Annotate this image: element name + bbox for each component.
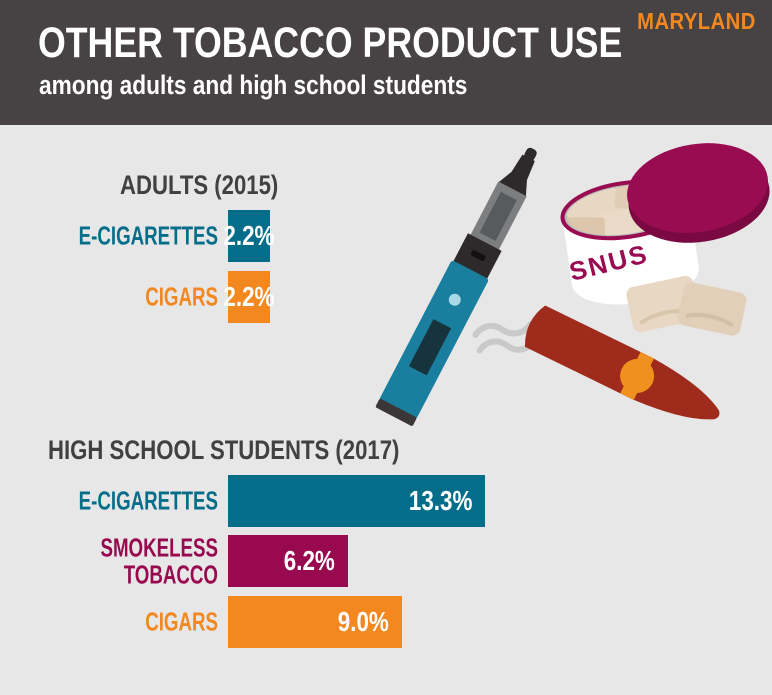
bar-adults-cigars: 2.2% (223, 271, 275, 323)
page-title: OTHER TOBACCO PRODUCT USE (38, 19, 623, 67)
e-cigarette-icon (375, 147, 537, 426)
bar-value: 6.2% (283, 545, 335, 576)
bar-value: 2.2% (223, 220, 275, 251)
bar-row-adults-ecigarettes: E-CIGARETTES 2.2% (0, 210, 772, 262)
vape-display-icon (408, 319, 452, 376)
bar-hs-ecigarettes: 13.3% (228, 475, 485, 527)
header: MARYLAND OTHER TOBACCO PRODUCT USE among… (0, 0, 772, 125)
bar-label-ecigarettes: E-CIGARETTES (78, 220, 218, 251)
snus-lid-icon (627, 143, 770, 243)
bar-value: 2.2% (223, 281, 275, 312)
cigar-icon (525, 305, 720, 420)
bar-row-hs-ecigarettes: E-CIGARETTES 13.3% (0, 475, 772, 527)
bar-row-hs-smokeless: SMOKELESS TOBACCO 6.2% (0, 532, 772, 589)
adults-chart-title: ADULTS (2015) (120, 170, 279, 200)
page-subtitle: among adults and high school students (39, 70, 468, 100)
bar-hs-cigars: 9.0% (228, 596, 402, 648)
high-school-chart-title: HIGH SCHOOL STUDENTS (2017) (48, 435, 400, 465)
bar-label-ecigarettes: E-CIGARETTES (78, 485, 218, 516)
vape-button-icon (448, 293, 461, 306)
bar-hs-smokeless-tobacco: 6.2% (228, 535, 348, 587)
bar-row-adults-cigars: CIGARS 2.2% (0, 271, 772, 323)
bar-label-smokeless-tobacco: SMOKELESS TOBACCO (100, 532, 218, 589)
bar-row-hs-cigars: CIGARS 9.0% (0, 596, 772, 648)
bar-label-cigars: CIGARS (145, 606, 218, 637)
bar-value: 13.3% (408, 485, 472, 516)
tobacco-products-illustration: SNUS (375, 143, 770, 426)
bar-value: 9.0% (337, 606, 389, 637)
bar-adults-ecigarettes: 2.2% (223, 210, 275, 262)
snus-pouches-icon (626, 275, 747, 336)
bar-label-cigars: CIGARS (145, 281, 218, 312)
brand-maryland: MARYLAND (637, 8, 756, 34)
